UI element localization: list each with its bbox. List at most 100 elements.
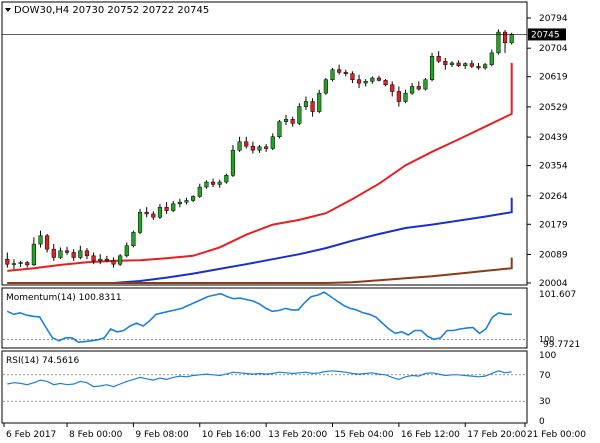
candle (230, 145, 236, 177)
candle (436, 51, 441, 63)
candle-body-down (51, 248, 56, 258)
candle (184, 197, 189, 205)
candle (416, 81, 421, 91)
candle-body-up (197, 186, 202, 197)
candle-body-up (171, 203, 176, 211)
candle-body-up (303, 101, 309, 107)
candle-body-down (84, 250, 90, 257)
candle-body-up (124, 245, 129, 257)
symbol-header: DOW30,H4 20730 20752 20722 20745 (5, 5, 209, 16)
candle (310, 98, 315, 117)
candle-body-up (423, 79, 428, 90)
price-y-axis: 20794 20704 20619 20529 20439 20354 20264 20179… (527, 14, 568, 289)
candle (157, 203, 163, 219)
price-tick-label: 20439 (539, 133, 568, 143)
candle-body-up (157, 206, 163, 218)
x-tick-label: 6 Feb 2017 (6, 430, 56, 440)
candle (317, 89, 322, 114)
rsi-tick-label: 70 (539, 371, 551, 381)
candle (177, 198, 182, 208)
x-tick-label: 21 Feb 00:00 (527, 430, 586, 440)
candle (210, 178, 216, 188)
candle (390, 81, 395, 97)
candle (118, 254, 123, 266)
candle (45, 234, 50, 253)
candle (244, 136, 249, 149)
candle-body-up (177, 201, 182, 205)
candle (463, 62, 468, 69)
candle-body-up (410, 86, 415, 94)
candle (38, 230, 43, 248)
candle (25, 260, 30, 268)
candle (250, 141, 255, 154)
rsi-line (7, 370, 512, 388)
candle (84, 248, 90, 260)
candle (363, 79, 368, 87)
candle (171, 201, 176, 213)
candle (297, 103, 302, 126)
current-price-marker: 20745 (2, 28, 566, 40)
price-tick-label: 20619 (539, 73, 568, 83)
candle-body-up (489, 52, 494, 65)
candle-body-down (383, 80, 388, 86)
price-tick-label: 20529 (539, 103, 568, 113)
price-tick-label: 20794 (539, 14, 568, 24)
candle (78, 245, 83, 260)
candle-body-down (416, 86, 421, 90)
candle-body-up (496, 31, 501, 54)
candle-body-up (270, 136, 275, 149)
candle (277, 119, 282, 139)
candle-body-up (31, 243, 36, 266)
candle (111, 257, 116, 268)
x-tick-label: 16 Feb 12:00 (401, 430, 460, 440)
candle (456, 60, 461, 67)
candle (151, 211, 156, 220)
price-tick-label: 20704 (539, 44, 568, 54)
candle (144, 207, 149, 218)
price-tick-label: 20179 (539, 220, 568, 230)
candle (496, 29, 501, 55)
candle (217, 179, 222, 188)
candle-body-up (11, 263, 17, 265)
candle (423, 78, 428, 91)
candle-body-up (217, 181, 222, 185)
candle-body-up (323, 79, 328, 94)
candle-body-up (403, 92, 408, 102)
price-panel-frame (1, 1, 528, 286)
candle (224, 173, 229, 184)
candle-body-up (131, 232, 136, 247)
candle (502, 30, 508, 53)
candle (5, 252, 10, 268)
candle-body-up (449, 62, 455, 65)
candle-body-up (370, 77, 375, 82)
candle-body-down (111, 260, 116, 265)
candle (303, 96, 309, 110)
ma-brown-line (7, 257, 513, 284)
candle-body-down (502, 31, 508, 44)
candle (91, 252, 96, 265)
candle (337, 64, 342, 75)
candle (483, 62, 488, 70)
candle-body-down (396, 91, 401, 102)
candle (98, 254, 103, 265)
candle-body-down (45, 235, 50, 250)
price-tick-label: 20354 (539, 162, 568, 172)
candle-body-up (509, 34, 514, 44)
candle-body-down (476, 66, 481, 69)
candle (330, 67, 335, 82)
x-axis: 6 Feb 2017 8 Feb 00:00 9 Feb 08:00 10 Feb 1… (3, 423, 586, 440)
x-tick-label: 9 Feb 08:00 (135, 430, 189, 440)
candle-body-up (224, 175, 229, 183)
rsi-panel-frame (1, 350, 528, 424)
momentum-label: Momentum(14) 100.8311 (6, 293, 122, 303)
candle-body-down (71, 252, 76, 258)
candle (270, 133, 275, 151)
candle-body-down (91, 255, 96, 262)
candle (350, 71, 355, 84)
candle-body-up (18, 262, 23, 264)
candle (164, 202, 169, 214)
candle (290, 116, 295, 127)
x-tick-label: 10 Feb 16:00 (202, 430, 261, 440)
candle-body-down (350, 73, 355, 80)
candle (489, 49, 494, 67)
